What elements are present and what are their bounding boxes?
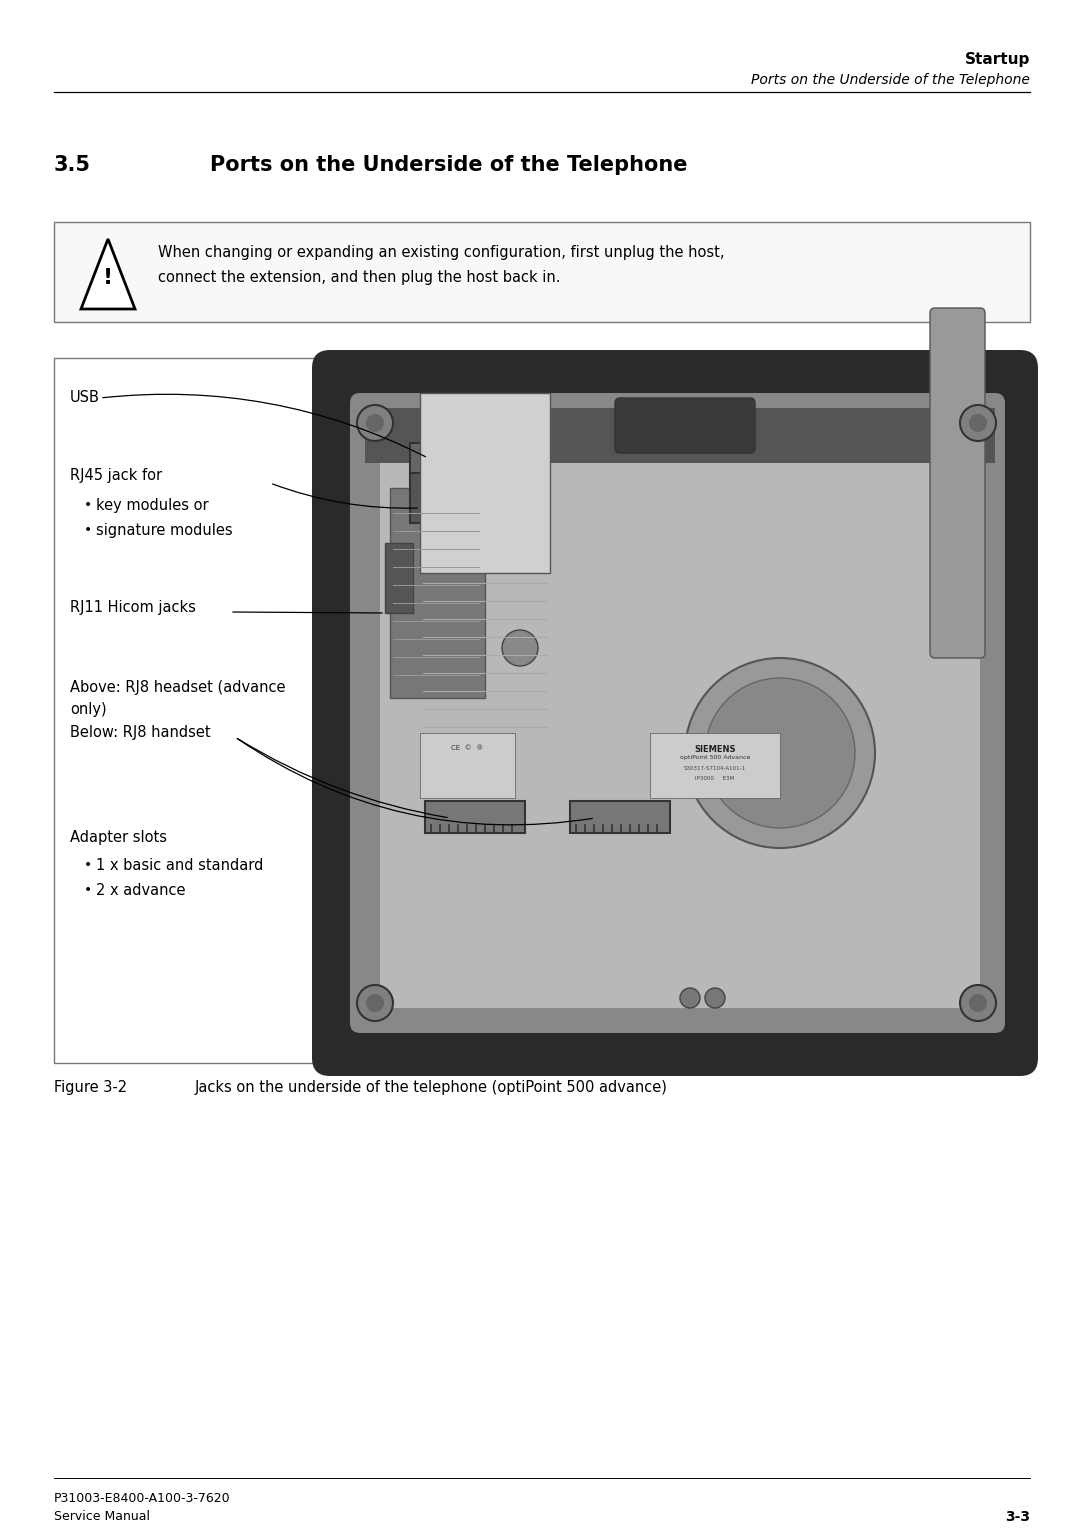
Text: •: •	[84, 523, 92, 536]
Text: 3.5: 3.5	[54, 154, 91, 176]
Bar	[426, 801, 525, 833]
Circle shape	[511, 513, 539, 542]
Text: SIEMENS: SIEMENS	[694, 746, 735, 753]
Text: !: !	[103, 267, 113, 287]
Bar	[570, 801, 670, 833]
Text: When changing or expanding an existing configuration, first unplug the host,: When changing or expanding an existing c…	[158, 244, 725, 260]
Circle shape	[366, 414, 384, 432]
Text: 1 x basic and standard: 1 x basic and standard	[96, 859, 264, 872]
Text: 3-3: 3-3	[1005, 1510, 1030, 1523]
Circle shape	[517, 480, 534, 497]
Text: Adapter slots: Adapter slots	[70, 830, 167, 845]
Text: Service Manual: Service Manual	[54, 1510, 150, 1523]
Circle shape	[511, 474, 539, 503]
Text: connect the extension, and then plug the host back in.: connect the extension, and then plug the…	[158, 270, 561, 286]
Bar	[384, 542, 413, 613]
Text: only): only)	[70, 701, 107, 717]
FancyBboxPatch shape	[350, 393, 1005, 1033]
Text: RJ11 Hicom jacks: RJ11 Hicom jacks	[70, 601, 195, 614]
Text: CE  ©  ®: CE © ®	[450, 746, 483, 750]
Circle shape	[969, 414, 987, 432]
Bar	[390, 487, 485, 698]
Bar	[650, 733, 780, 798]
Text: Above: RJ8 headset (advance: Above: RJ8 headset (advance	[70, 680, 285, 695]
Text: •: •	[84, 498, 92, 512]
Text: signature modules: signature modules	[96, 523, 232, 538]
Circle shape	[357, 986, 393, 1021]
Text: 2 x advance: 2 x advance	[96, 883, 186, 898]
Circle shape	[472, 480, 488, 497]
Bar	[420, 393, 550, 573]
Circle shape	[366, 995, 384, 1012]
Circle shape	[680, 989, 700, 1008]
Circle shape	[517, 520, 534, 536]
Circle shape	[685, 659, 875, 848]
Bar	[380, 419, 980, 1008]
Circle shape	[705, 989, 725, 1008]
Text: S30317-S7104-A101-1: S30317-S7104-A101-1	[684, 766, 746, 772]
FancyBboxPatch shape	[930, 309, 985, 659]
Circle shape	[960, 405, 996, 442]
Circle shape	[960, 986, 996, 1021]
FancyBboxPatch shape	[312, 350, 1038, 1076]
Text: Ports on the Underside of the Telephone: Ports on the Underside of the Telephone	[751, 73, 1030, 87]
Text: IP3000     E3M: IP3000 E3M	[696, 776, 734, 781]
Text: •: •	[84, 883, 92, 897]
Bar	[410, 443, 448, 474]
Text: Startup: Startup	[964, 52, 1030, 67]
Bar	[365, 408, 995, 463]
Text: Jacks on the underside of the telephone (optiPoint 500 advance): Jacks on the underside of the telephone …	[195, 1080, 667, 1096]
Bar	[420, 733, 515, 798]
Circle shape	[502, 630, 538, 666]
Circle shape	[357, 405, 393, 442]
Text: optiPoint 500 Advance: optiPoint 500 Advance	[679, 755, 751, 759]
Text: Below: RJ8 handset: Below: RJ8 handset	[70, 724, 211, 740]
Text: P31003-E8400-A100-3-7620: P31003-E8400-A100-3-7620	[54, 1491, 231, 1505]
Text: •: •	[84, 859, 92, 872]
Text: USB: USB	[70, 390, 99, 405]
Text: Ports on the Underside of the Telephone: Ports on the Underside of the Telephone	[210, 154, 688, 176]
Text: key modules or: key modules or	[96, 498, 208, 513]
Text: RJ45 jack for: RJ45 jack for	[70, 468, 162, 483]
FancyBboxPatch shape	[615, 397, 755, 452]
Bar	[54, 222, 1030, 322]
Circle shape	[969, 995, 987, 1012]
Text: Figure 3-2: Figure 3-2	[54, 1080, 127, 1096]
Polygon shape	[81, 238, 135, 309]
Circle shape	[705, 678, 855, 828]
Bar	[410, 474, 448, 523]
Bar	[54, 358, 1030, 1063]
Circle shape	[465, 474, 494, 503]
